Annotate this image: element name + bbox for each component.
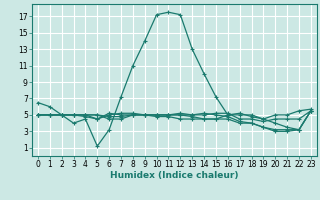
X-axis label: Humidex (Indice chaleur): Humidex (Indice chaleur) bbox=[110, 171, 239, 180]
